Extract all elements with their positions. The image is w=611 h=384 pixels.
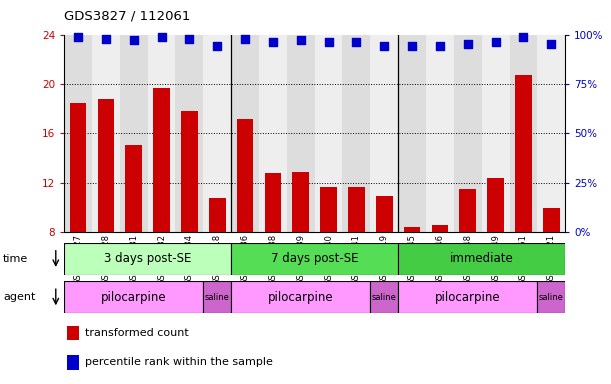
Bar (459, 189, 476, 331)
Bar (125, 144, 142, 331)
Bar (431, 225, 448, 331)
Text: saline: saline (372, 293, 397, 302)
Bar (259, 35, 287, 232)
Bar (64, 281, 203, 313)
Bar (515, 75, 532, 331)
Bar (231, 35, 259, 232)
Point (351, 40, 361, 46)
Bar (481, 35, 510, 232)
Point (156, 33, 166, 40)
Point (73, 33, 83, 40)
Text: time: time (3, 254, 28, 264)
Point (546, 41, 556, 48)
Bar (370, 281, 398, 313)
Bar (181, 111, 198, 331)
Bar (293, 172, 309, 331)
Text: agent: agent (3, 292, 35, 302)
Bar (265, 173, 281, 331)
Point (268, 40, 278, 46)
Point (324, 40, 334, 46)
Point (491, 40, 500, 46)
Bar (348, 187, 365, 331)
Bar (92, 35, 120, 232)
Bar (543, 208, 560, 331)
Point (185, 35, 194, 41)
Bar (287, 35, 315, 232)
Text: pilocarpine: pilocarpine (268, 291, 334, 304)
Bar (398, 243, 565, 275)
Bar (236, 119, 254, 331)
Bar (203, 35, 231, 232)
Bar (64, 243, 231, 275)
Text: percentile rank within the sample: percentile rank within the sample (85, 358, 273, 367)
Bar (64, 35, 92, 232)
Bar (148, 35, 175, 232)
Bar (510, 35, 537, 232)
Bar (209, 198, 225, 331)
Bar (376, 197, 393, 331)
Bar (404, 227, 420, 331)
Point (463, 41, 473, 48)
Bar (175, 35, 203, 232)
Text: 7 days post-SE: 7 days post-SE (271, 252, 359, 265)
Bar (537, 281, 565, 313)
Bar (231, 281, 370, 313)
Text: saline: saline (539, 293, 564, 302)
Point (213, 43, 222, 50)
Bar (67, 355, 79, 370)
Point (379, 43, 389, 50)
Bar (537, 35, 565, 232)
Bar (370, 35, 398, 232)
Bar (67, 326, 79, 340)
Text: 3 days post-SE: 3 days post-SE (104, 252, 191, 265)
Bar (120, 35, 148, 232)
Bar (153, 88, 170, 331)
Bar (487, 178, 504, 331)
Text: immediate: immediate (450, 252, 514, 265)
Point (519, 33, 529, 40)
Point (296, 37, 306, 43)
Bar (98, 99, 114, 331)
Bar (231, 243, 398, 275)
Point (240, 35, 250, 41)
Bar (398, 281, 537, 313)
Bar (398, 35, 426, 232)
Text: pilocarpine: pilocarpine (101, 291, 167, 304)
Text: saline: saline (205, 293, 230, 302)
Bar (426, 35, 454, 232)
Point (435, 43, 445, 50)
Bar (343, 35, 370, 232)
Bar (320, 187, 337, 331)
Bar (454, 35, 481, 232)
Text: pilocarpine: pilocarpine (435, 291, 500, 304)
Text: GDS3827 / 112061: GDS3827 / 112061 (64, 10, 191, 23)
Bar (70, 103, 86, 331)
Point (129, 37, 139, 43)
Text: transformed count: transformed count (85, 328, 189, 338)
Point (101, 35, 111, 41)
Bar (203, 281, 231, 313)
Point (407, 43, 417, 50)
Bar (315, 35, 343, 232)
